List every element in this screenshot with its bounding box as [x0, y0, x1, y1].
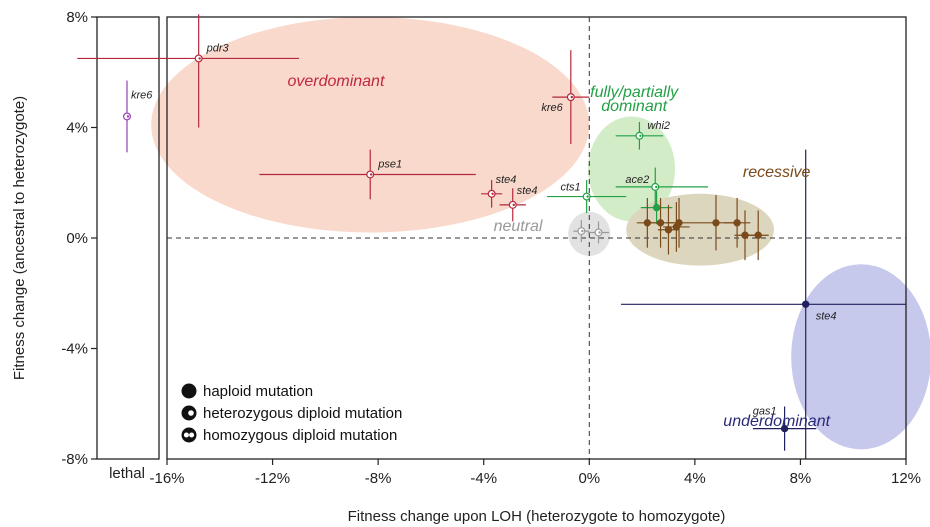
point-marker-dot: [198, 57, 201, 60]
data-point-fully-partially-dominant: cts1: [547, 179, 627, 214]
y-tick-label: 8%: [66, 9, 88, 26]
legend-item: heterozygous diploid mutation: [181, 405, 402, 422]
point-marker: [675, 219, 683, 227]
point-marker-dot: [655, 185, 658, 189]
data-point-recessive: [747, 210, 769, 261]
gene-label: whi2: [647, 120, 670, 132]
data-point-overdominant: ste4: [499, 185, 538, 222]
y-tick-label: 0%: [66, 230, 88, 247]
point-marker-dot: [598, 231, 601, 234]
main-plot-frame: [166, 16, 907, 460]
region-label: underdominant: [723, 413, 830, 430]
legend-marker-hom-dot: [189, 432, 195, 438]
data-point-lethal: kre6: [122, 80, 153, 153]
x-tick-label: 0%: [578, 470, 600, 487]
data-point-underdominant: gas1: [753, 406, 817, 451]
data-point-overdominant: kre6: [541, 50, 590, 145]
point-marker: [802, 300, 810, 308]
point-marker: [733, 219, 741, 227]
data-point-neutral: [573, 220, 590, 243]
data-point-overdominant: pdr3: [77, 14, 299, 128]
data-point-overdominant: pse1: [259, 149, 476, 200]
legend-item: homozygous diploid mutation: [181, 427, 397, 444]
data-point-fully-partially-dominant: whi2: [615, 120, 670, 150]
x-tick-label: 8%: [790, 470, 812, 487]
legend-marker-hom: [181, 427, 197, 443]
gene-label: pdr3: [206, 42, 230, 54]
data-point-overdominant: ste4: [481, 174, 516, 208]
legend-label: haploid mutation: [203, 383, 313, 400]
point-marker-dot: [512, 203, 515, 207]
data-point-recessive: [723, 197, 751, 248]
reference-lines: [167, 17, 906, 459]
region-label: dominant: [601, 98, 667, 115]
gene-label: pse1: [377, 158, 402, 170]
data-point-recessive: [665, 197, 693, 248]
point-marker-dot: [126, 115, 130, 118]
region-label: overdominant: [287, 73, 385, 90]
data-points: pdr3pse1ste4ste4kre6kre6whi2cts1ace2ste4…: [77, 14, 906, 459]
gene-label: cts1: [560, 182, 580, 194]
point-marker: [652, 203, 661, 212]
data-point-neutral: [587, 221, 610, 244]
gene-label: ace2: [625, 174, 649, 186]
gene-label: ste4: [816, 310, 837, 322]
y-axis-label: Fitness change (ancestral to heterozygot…: [11, 96, 28, 380]
region-recessive: [626, 193, 775, 266]
legend: haploid mutation heterozygous diploid mut…: [181, 383, 402, 444]
gene-label: kre6: [131, 89, 153, 101]
point-marker-dot: [370, 173, 373, 176]
legend-marker-hom-dot: [183, 432, 189, 438]
legend-label: heterozygous diploid mutation: [203, 405, 402, 422]
lethal-panel-label: lethal: [109, 465, 145, 482]
x-tick-label: 4%: [684, 470, 706, 487]
lethal-panel-frame: [96, 16, 160, 460]
region-label: neutral: [494, 218, 543, 235]
point-marker-dot: [491, 192, 494, 195]
gene-label: ste4: [517, 185, 538, 197]
x-axis-label: Fitness change upon LOH (heterozygote to…: [348, 508, 726, 525]
region-underdominant: [791, 264, 930, 450]
axis-ticks: 8% 4% 0% -4% -8% -16% -12% -8% -4% 0% 4% 8% 12%: [61, 9, 921, 487]
point-marker: [741, 231, 749, 239]
region-label: recessive: [743, 164, 811, 181]
data-point-fully-partially-dominant: [640, 191, 673, 225]
point-marker-dot: [581, 229, 584, 233]
y-tick-label: 4%: [66, 120, 88, 137]
point-marker-dot: [639, 134, 642, 137]
data-point-recessive: [692, 195, 740, 251]
x-tick-label: -16%: [149, 470, 184, 487]
region-fully-partially-dominant: [587, 116, 676, 222]
point-marker: [712, 219, 720, 227]
x-tick-label: -12%: [255, 470, 290, 487]
data-point-underdominant: ste4: [620, 149, 906, 459]
gene-label: ste4: [496, 174, 517, 186]
region-overdominant: [151, 17, 590, 233]
legend-marker-het-dot: [188, 410, 194, 416]
point-marker: [780, 424, 789, 433]
data-point-fully-partially-dominant: ace2: [615, 167, 709, 207]
legend-label: homozygous diploid mutation: [203, 427, 397, 444]
point-marker: [754, 231, 762, 239]
x-tick-label: 12%: [891, 470, 921, 487]
x-tick-label: -4%: [470, 470, 497, 487]
point-marker: [656, 219, 665, 227]
point-marker-dot: [586, 195, 589, 198]
legend-marker-haploid: [181, 383, 197, 399]
y-tick-label: -4%: [61, 341, 88, 358]
gene-label: kre6: [541, 102, 563, 114]
point-marker-dot: [570, 95, 574, 99]
gene-label: gas1: [753, 406, 777, 418]
region-label: fully/partially: [590, 84, 679, 101]
y-tick-label: -8%: [61, 451, 88, 468]
x-tick-label: -8%: [365, 470, 392, 487]
legend-item: haploid mutation: [181, 383, 313, 400]
